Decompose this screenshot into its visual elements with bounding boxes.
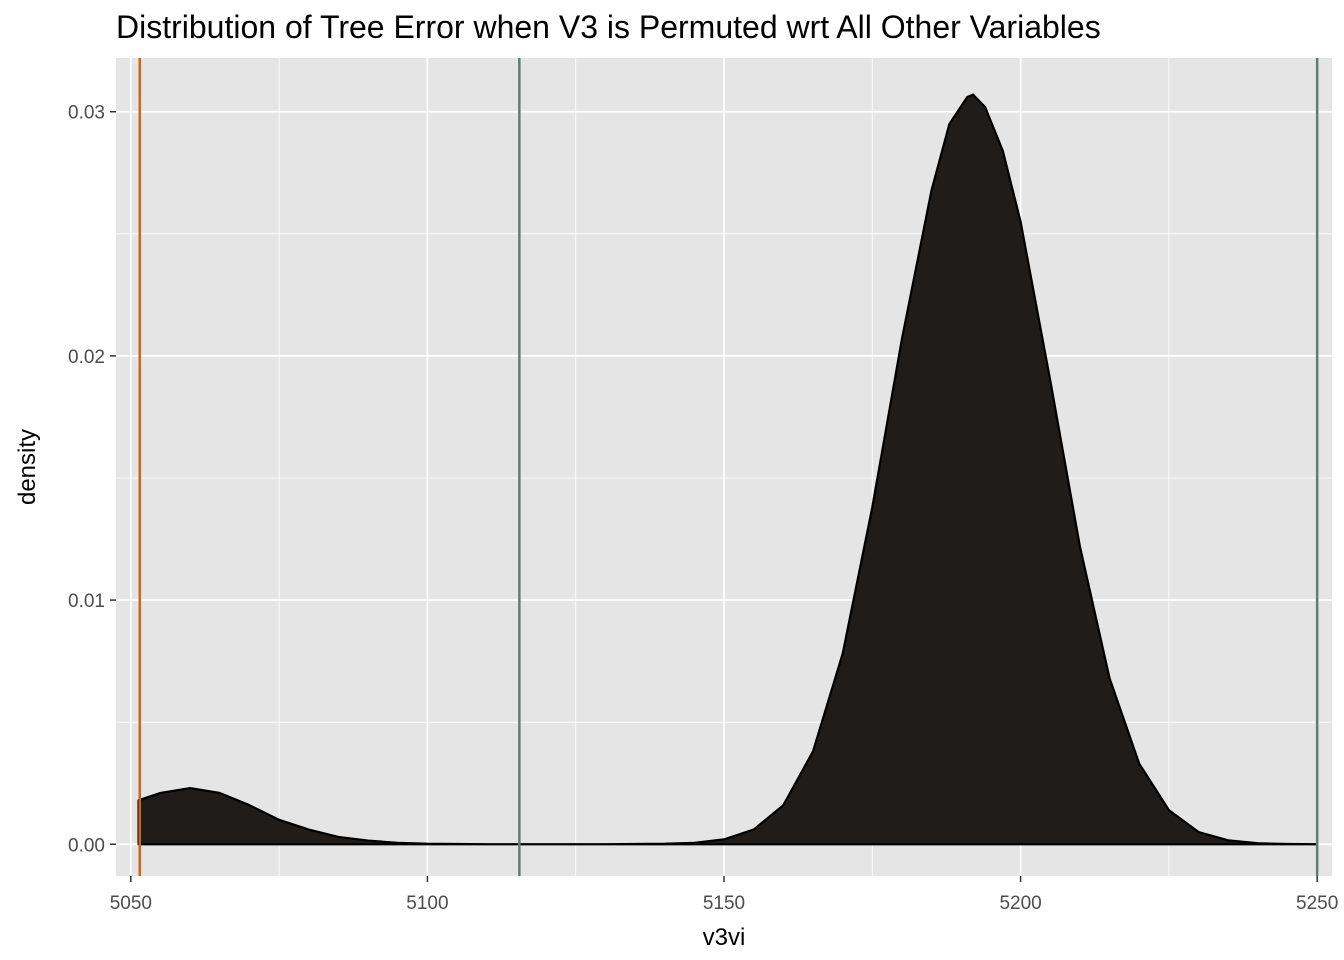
chart-title: Distribution of Tree Error when V3 is Pe… [116,9,1101,45]
reference-lines [138,58,1319,876]
x-axis-title: v3vi [703,924,746,951]
y-tick-label: 0.00 [68,835,105,856]
x-tick-label: 5100 [406,893,448,914]
y-axis-title: density [14,429,41,505]
y-tick-label: 0.03 [68,103,105,124]
x-tick-label: 5250 [1296,893,1338,914]
y-tick-label: 0.02 [68,347,105,368]
x-tick-label: 5200 [999,893,1041,914]
y-tick-label: 0.01 [68,591,105,612]
y-axis: 0.00 0.01 0.02 0.03 [68,103,116,856]
density-area [137,93,1319,846]
x-axis: 5050 5100 5150 5200 5250 [110,876,1338,914]
x-tick-label: 5150 [703,893,745,914]
x-tick-label: 5050 [110,893,152,914]
